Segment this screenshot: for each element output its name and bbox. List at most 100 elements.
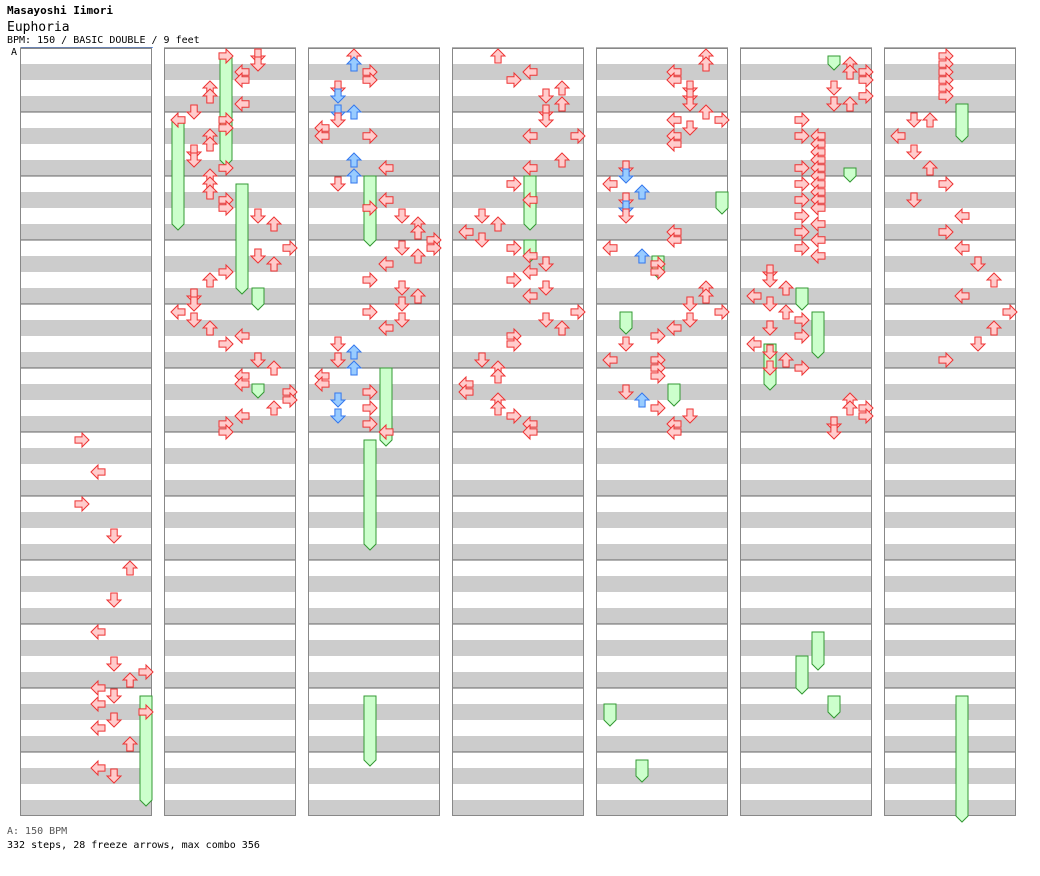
beat-stripe xyxy=(596,192,728,208)
beat-stripe xyxy=(740,432,872,448)
beat-stripe xyxy=(452,464,584,480)
beat-stripe xyxy=(452,752,584,768)
beat-stripe xyxy=(308,672,440,688)
beat-stripe xyxy=(452,352,584,368)
beat-stripe xyxy=(20,320,152,336)
step-arrow-right xyxy=(362,71,378,89)
step-arrow-left xyxy=(810,231,826,249)
beat-stripe xyxy=(164,432,296,448)
beat-stripe xyxy=(164,176,296,192)
beat-stripe xyxy=(740,384,872,400)
step-arrow-left xyxy=(602,351,618,369)
step-arrow-up xyxy=(985,272,1003,288)
beat-stripe xyxy=(20,304,152,320)
beat-stripe xyxy=(884,656,1016,672)
chart-panel xyxy=(740,47,872,816)
beat-stripe xyxy=(164,640,296,656)
beat-stripe xyxy=(20,592,152,608)
freeze-arrow xyxy=(843,167,857,183)
step-arrow-right xyxy=(794,191,810,209)
beat-stripe xyxy=(20,608,152,624)
step-arrow-left xyxy=(378,191,394,209)
step-arrow-down xyxy=(537,88,555,104)
beat-stripe xyxy=(596,688,728,704)
step-arrow-left xyxy=(746,287,762,305)
step-arrow-up xyxy=(121,736,139,752)
beat-stripe xyxy=(452,48,584,64)
bpm-marker-label: A xyxy=(11,47,18,58)
beat-stripe xyxy=(452,656,584,672)
panel-border xyxy=(740,48,872,816)
beat-stripe xyxy=(20,272,152,288)
step-arrow-down xyxy=(249,56,267,72)
step-arrow-up xyxy=(265,256,283,272)
step-arrow-right xyxy=(938,223,954,241)
panel-border xyxy=(164,48,296,816)
step-arrow-right xyxy=(218,199,234,217)
beat-stripe xyxy=(452,480,584,496)
beat-stripe xyxy=(596,592,728,608)
step-arrow-up xyxy=(633,392,651,408)
step-arrow-right xyxy=(794,127,810,145)
step-arrow-left xyxy=(522,247,538,265)
step-arrow-left xyxy=(522,287,538,305)
beat-stripe xyxy=(596,672,728,688)
step-arrow-left xyxy=(810,247,826,265)
step-arrow-left xyxy=(90,759,106,777)
step-arrow-right xyxy=(362,303,378,321)
beat-stripe xyxy=(740,576,872,592)
beat-stripe xyxy=(452,416,584,432)
beat-stripe xyxy=(20,560,152,576)
beat-stripe xyxy=(884,288,1016,304)
beat-stripe xyxy=(20,208,152,224)
beat-stripe xyxy=(20,80,152,96)
beat-stripe xyxy=(452,384,584,400)
step-arrow-down xyxy=(185,152,203,168)
beat-stripe xyxy=(20,672,152,688)
step-arrow-down xyxy=(249,352,267,368)
beat-stripe xyxy=(20,288,152,304)
step-arrow-up xyxy=(201,136,219,152)
beat-stripe xyxy=(884,304,1016,320)
beat-stripe xyxy=(20,176,152,192)
beat-stripe xyxy=(164,672,296,688)
step-arrow-left xyxy=(522,191,538,209)
beat-stripe xyxy=(740,80,872,96)
beat-stripe xyxy=(20,240,152,256)
beat-stripe xyxy=(884,128,1016,144)
beat-stripe xyxy=(20,448,152,464)
step-arrow-right xyxy=(74,495,90,513)
beat-stripe xyxy=(20,464,152,480)
step-arrow-left xyxy=(90,679,106,697)
beat-stripe xyxy=(164,528,296,544)
step-arrow-up xyxy=(265,400,283,416)
step-arrow-down xyxy=(473,208,491,224)
step-arrow-right xyxy=(218,335,234,353)
beat-stripe xyxy=(20,368,152,384)
beat-stripe xyxy=(452,768,584,784)
step-arrow-left xyxy=(810,215,826,233)
beat-stripe xyxy=(452,640,584,656)
step-arrow-right xyxy=(506,71,522,89)
step-arrow-left xyxy=(954,287,970,305)
beat-stripe xyxy=(740,624,872,640)
beat-stripe xyxy=(308,368,440,384)
step-arrow-left xyxy=(666,111,682,129)
beat-stripe xyxy=(164,592,296,608)
freeze-arrow xyxy=(715,191,729,215)
chart-info: BPM: 150 / BASIC DOUBLE / 9 feet xyxy=(7,35,200,46)
step-arrow-left xyxy=(378,255,394,273)
beat-stripe xyxy=(884,448,1016,464)
step-arrow-left xyxy=(458,223,474,241)
freeze-arrow xyxy=(955,103,969,143)
step-arrow-right xyxy=(794,223,810,241)
step-arrow-right xyxy=(650,327,666,345)
beat-stripe xyxy=(164,208,296,224)
beat-stripe xyxy=(884,608,1016,624)
beat-stripe xyxy=(884,112,1016,128)
beat-stripe xyxy=(164,784,296,800)
beat-stripe xyxy=(596,496,728,512)
beat-stripe xyxy=(308,288,440,304)
beat-stripe xyxy=(596,624,728,640)
